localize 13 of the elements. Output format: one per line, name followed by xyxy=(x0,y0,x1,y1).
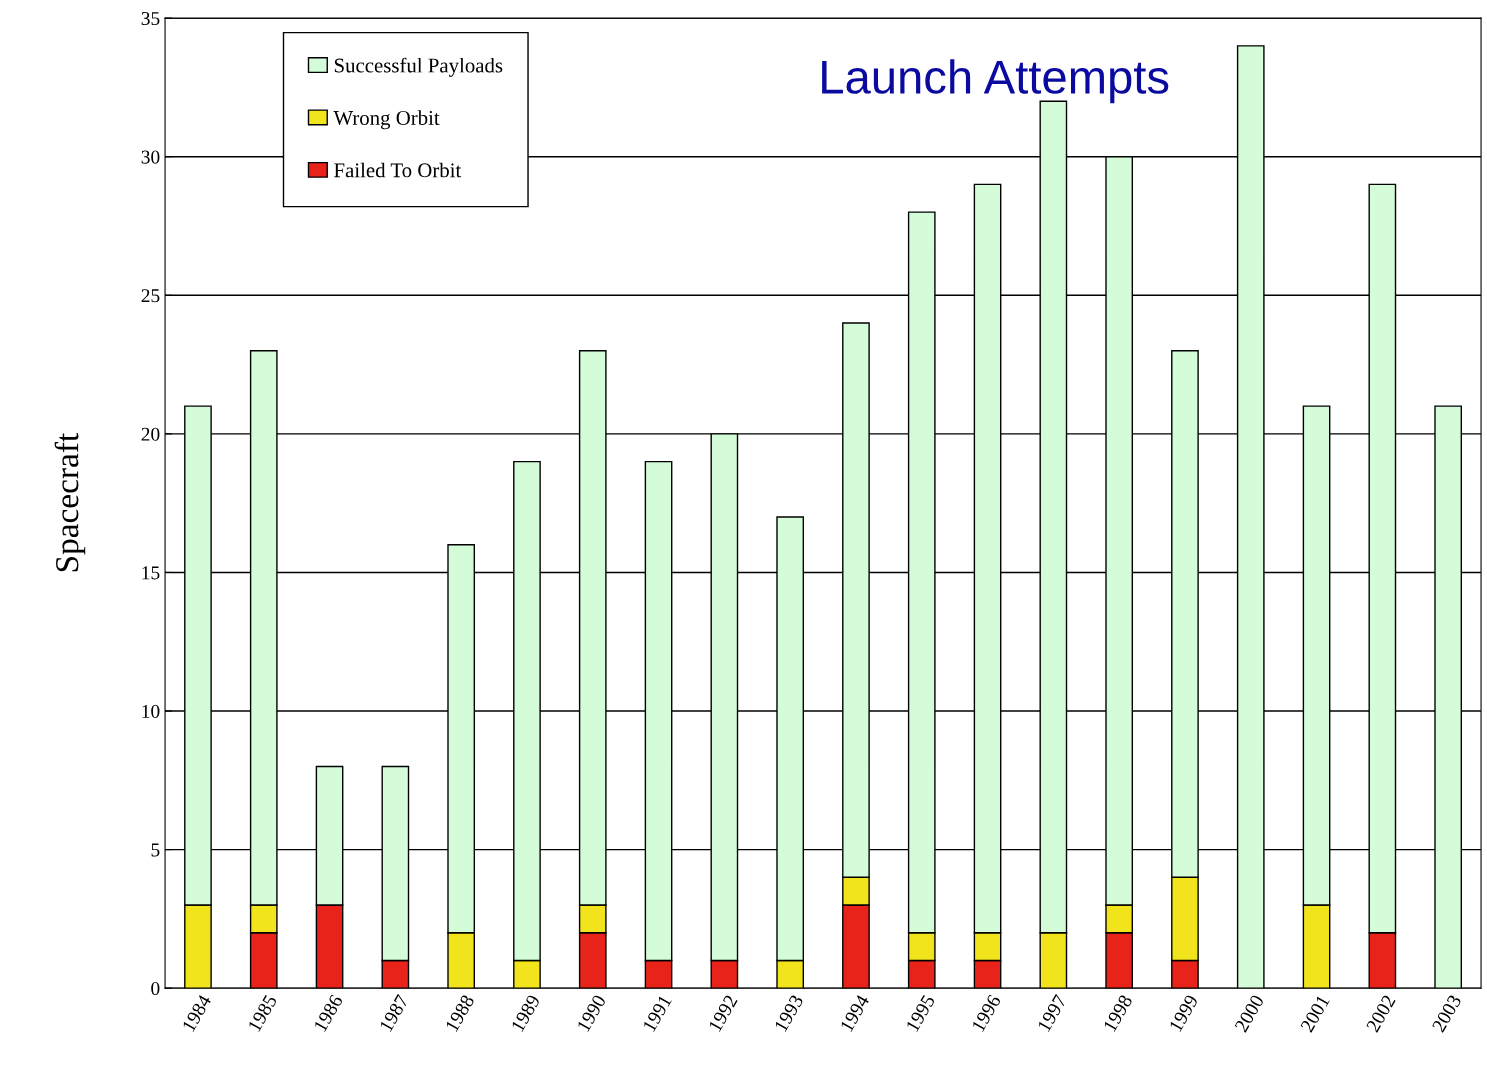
y-axis-title: Spacecraft xyxy=(54,433,86,572)
y-tick-label: 30 xyxy=(141,150,160,164)
y-tick-label: 35 xyxy=(141,11,160,26)
text: Launch Attempts xyxy=(822,59,1169,104)
y-tick-label: 15 xyxy=(142,566,160,580)
y-tick-label: 20 xyxy=(141,427,160,441)
y-tick-label: 5 xyxy=(151,843,160,857)
y-tick-label: 25 xyxy=(141,289,160,303)
legend-label: Wrong Orbit xyxy=(333,110,440,130)
legend-label: Failed To Orbit xyxy=(334,162,462,178)
legend-label: Successful Payloads xyxy=(334,57,503,77)
y-tick-label: 10 xyxy=(142,704,160,718)
y-tick-label: 0 xyxy=(151,982,160,996)
